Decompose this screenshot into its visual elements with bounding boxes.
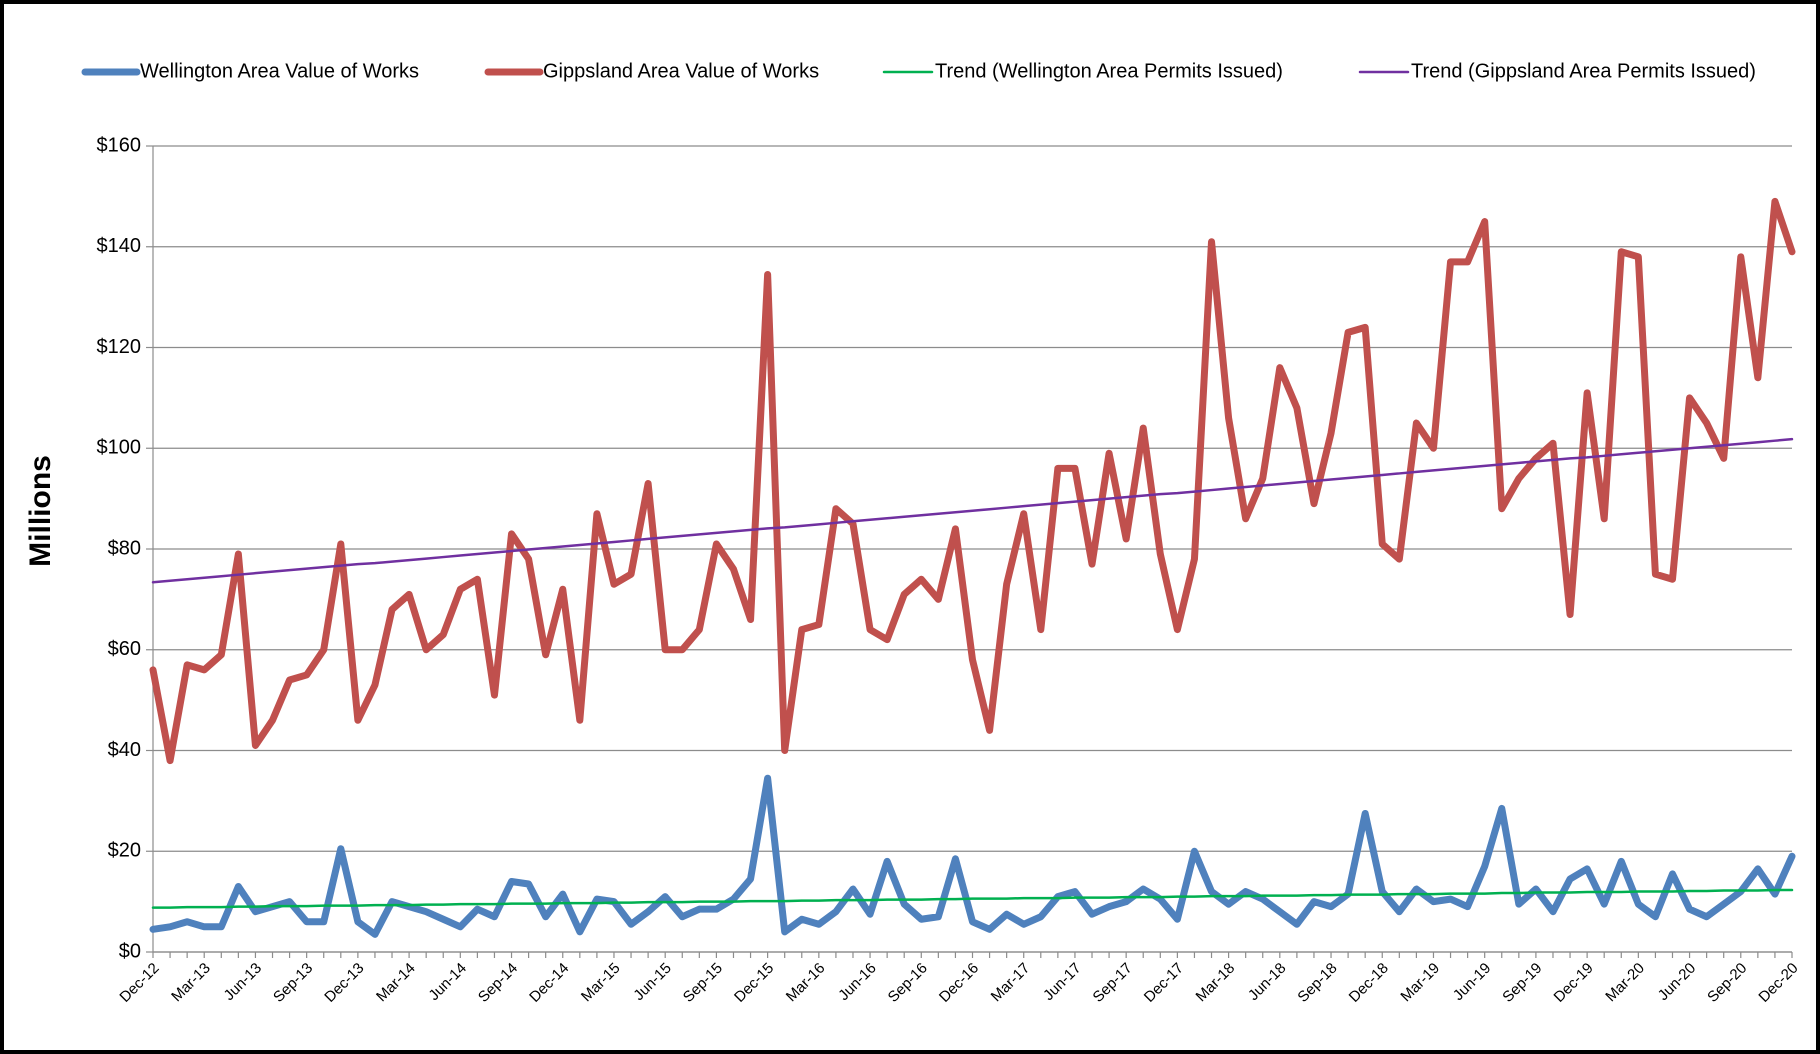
- y-axis-title: Millions: [24, 455, 57, 567]
- y-tick-label: $0: [119, 940, 141, 962]
- legend-label: Wellington Area Value of Works: [140, 60, 419, 82]
- legend-label: Trend (Gippsland Area Permits Issued): [1411, 60, 1756, 82]
- y-tick-label: $120: [97, 336, 142, 358]
- y-tick-label: $100: [97, 437, 142, 459]
- series-line: [149, 197, 1796, 765]
- series-line: [149, 774, 1796, 938]
- y-tick-label: $160: [97, 134, 142, 156]
- y-tick-label: $20: [108, 840, 141, 862]
- y-tick-label: $40: [108, 739, 141, 761]
- series-line: [151, 437, 1794, 584]
- legend-label: Gippsland Area Value of Works: [543, 60, 819, 82]
- y-tick-label: $80: [108, 537, 141, 559]
- y-tick-label: $140: [97, 235, 142, 257]
- y-tick-label: $60: [108, 638, 141, 660]
- legend-label: Trend (Wellington Area Permits Issued): [935, 60, 1283, 82]
- series-line: [151, 888, 1794, 909]
